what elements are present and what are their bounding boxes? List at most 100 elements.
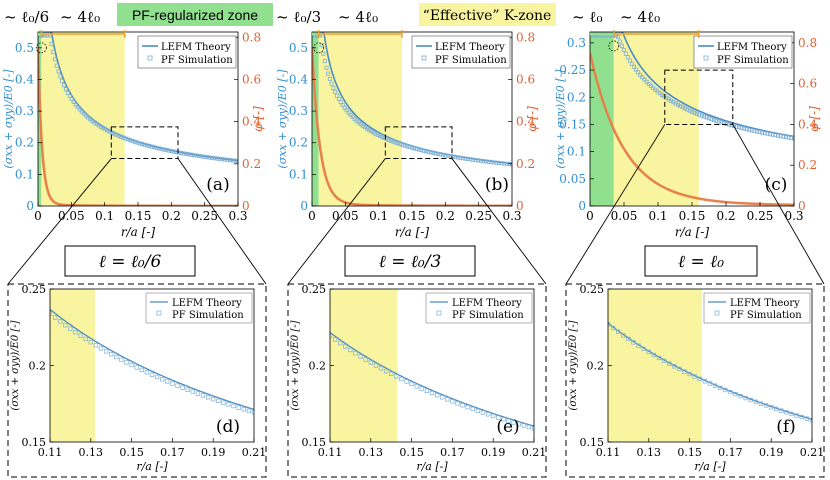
pf-marker <box>137 141 142 146</box>
pf-marker <box>629 61 634 66</box>
legend-pf-label: PF Simulation <box>452 310 524 321</box>
pf-marker <box>667 361 672 366</box>
x-tick-label: 0.15 <box>399 209 426 223</box>
pf-marker <box>683 106 688 111</box>
x-axis-label-b: r/a [-] <box>395 225 429 239</box>
pf-marker <box>382 135 387 140</box>
pf-marker <box>83 336 88 342</box>
pf-marker <box>640 75 645 80</box>
pf-marker <box>473 158 478 163</box>
pf-marker <box>610 325 616 331</box>
zoom-connector-left <box>565 124 666 285</box>
pf-marker <box>617 39 622 44</box>
legend-box-f <box>703 292 811 324</box>
y-right-tick-label: 0.8 <box>798 36 817 50</box>
pf-marker <box>677 366 682 372</box>
pf-marker <box>680 105 685 110</box>
pf-marker <box>625 55 630 60</box>
pf-marker <box>737 125 742 130</box>
pf-marker <box>184 151 189 156</box>
pf-marker <box>641 346 646 352</box>
pf-marker <box>483 159 488 164</box>
pf-marker <box>773 133 778 138</box>
pf-marker <box>792 136 794 141</box>
x-tick-label: 0.3 <box>228 209 247 223</box>
pf-marker <box>156 146 161 151</box>
pf-marker <box>98 346 104 351</box>
pf-marker <box>794 413 799 418</box>
pf-marker <box>501 417 506 422</box>
pf-marker <box>124 360 129 365</box>
pf-marker <box>712 383 718 388</box>
pf-marker <box>329 81 334 86</box>
pf-marker <box>699 113 704 118</box>
pf-marker <box>433 151 438 156</box>
pf-marker <box>333 90 338 95</box>
pf-marker <box>109 352 114 357</box>
pf-marker <box>377 133 382 138</box>
y-tick-label: 0.5 <box>15 41 34 55</box>
x-tick-label: 0.15 <box>125 209 152 223</box>
k-zone-label: “Effective” K-zone <box>423 8 552 24</box>
y-tick-label: 0.2 <box>289 136 308 150</box>
pf-marker <box>103 127 108 132</box>
pf-marker <box>373 363 379 368</box>
x-tick-label: 0.17 <box>440 446 465 459</box>
x-tick-label: 0.11 <box>38 446 63 459</box>
pf-marker <box>161 147 166 152</box>
pf-marker <box>200 393 206 398</box>
pf-marker <box>409 145 414 150</box>
legend-pf-swatch <box>714 310 720 316</box>
pf-marker <box>129 362 134 368</box>
y-tick-label: 0.15 <box>559 117 586 131</box>
ell-box-b <box>344 245 476 277</box>
pf-marker <box>139 367 144 373</box>
pf-marker <box>149 144 154 149</box>
legend-lefm-label: LEFM Theory <box>730 298 800 309</box>
zoom-connector-right <box>177 158 267 285</box>
pf-marker <box>458 155 463 160</box>
y-axis-label-b: (σxx + σyy)/E0 [-] <box>276 69 289 169</box>
pf-marker <box>786 135 791 140</box>
legend-pf-label: PF Simulation <box>161 55 233 66</box>
y-tick-label: 0.4 <box>15 72 34 86</box>
pf-marker <box>778 134 783 139</box>
ell-box-a-label: ℓ = ℓ₀/6 <box>99 252 162 272</box>
y-right-tick-label: 0 <box>242 199 250 213</box>
zoom-frame-f <box>565 283 825 478</box>
x-tick-label: 0.2 <box>162 209 181 223</box>
pf-marker <box>225 157 230 162</box>
pf-marker <box>516 421 521 427</box>
y-right-tick-label: 0.4 <box>516 115 535 129</box>
pf-marker <box>395 141 400 146</box>
x-tick-label: 0.13 <box>79 446 104 459</box>
pf-marker <box>398 142 403 147</box>
pf-marker <box>226 402 231 407</box>
pf-marker <box>132 139 137 144</box>
pf-marker <box>353 351 358 356</box>
y-axis-label-f: (σxx + σyy)/E0 [-] <box>568 320 579 410</box>
y-tick-label: 0.2 <box>15 136 34 150</box>
pf-marker <box>714 118 719 123</box>
x-tick-label: 0.2 <box>716 209 735 223</box>
pf-marker <box>724 121 729 126</box>
pf-marker <box>511 420 516 425</box>
pf-marker <box>642 77 647 82</box>
x-tick-label: 0.21 <box>800 446 825 459</box>
pf-marker <box>109 130 114 135</box>
pf-marker <box>494 160 499 165</box>
pf-marker <box>631 64 636 69</box>
pf-marker <box>114 132 119 137</box>
pf-marker <box>389 371 394 376</box>
pf-marker <box>204 155 209 160</box>
pf-marker <box>419 148 424 153</box>
zoom-connector-layer <box>7 124 825 285</box>
pf-marker <box>448 154 453 159</box>
pf-marker <box>636 343 641 348</box>
pf-marker <box>393 140 398 145</box>
pf-marker <box>690 109 695 114</box>
x-tick-label: 0.11 <box>596 446 621 459</box>
pf-marker <box>373 131 378 136</box>
pf-marker <box>443 153 448 158</box>
y-tick-label: 0.05 <box>559 172 586 186</box>
